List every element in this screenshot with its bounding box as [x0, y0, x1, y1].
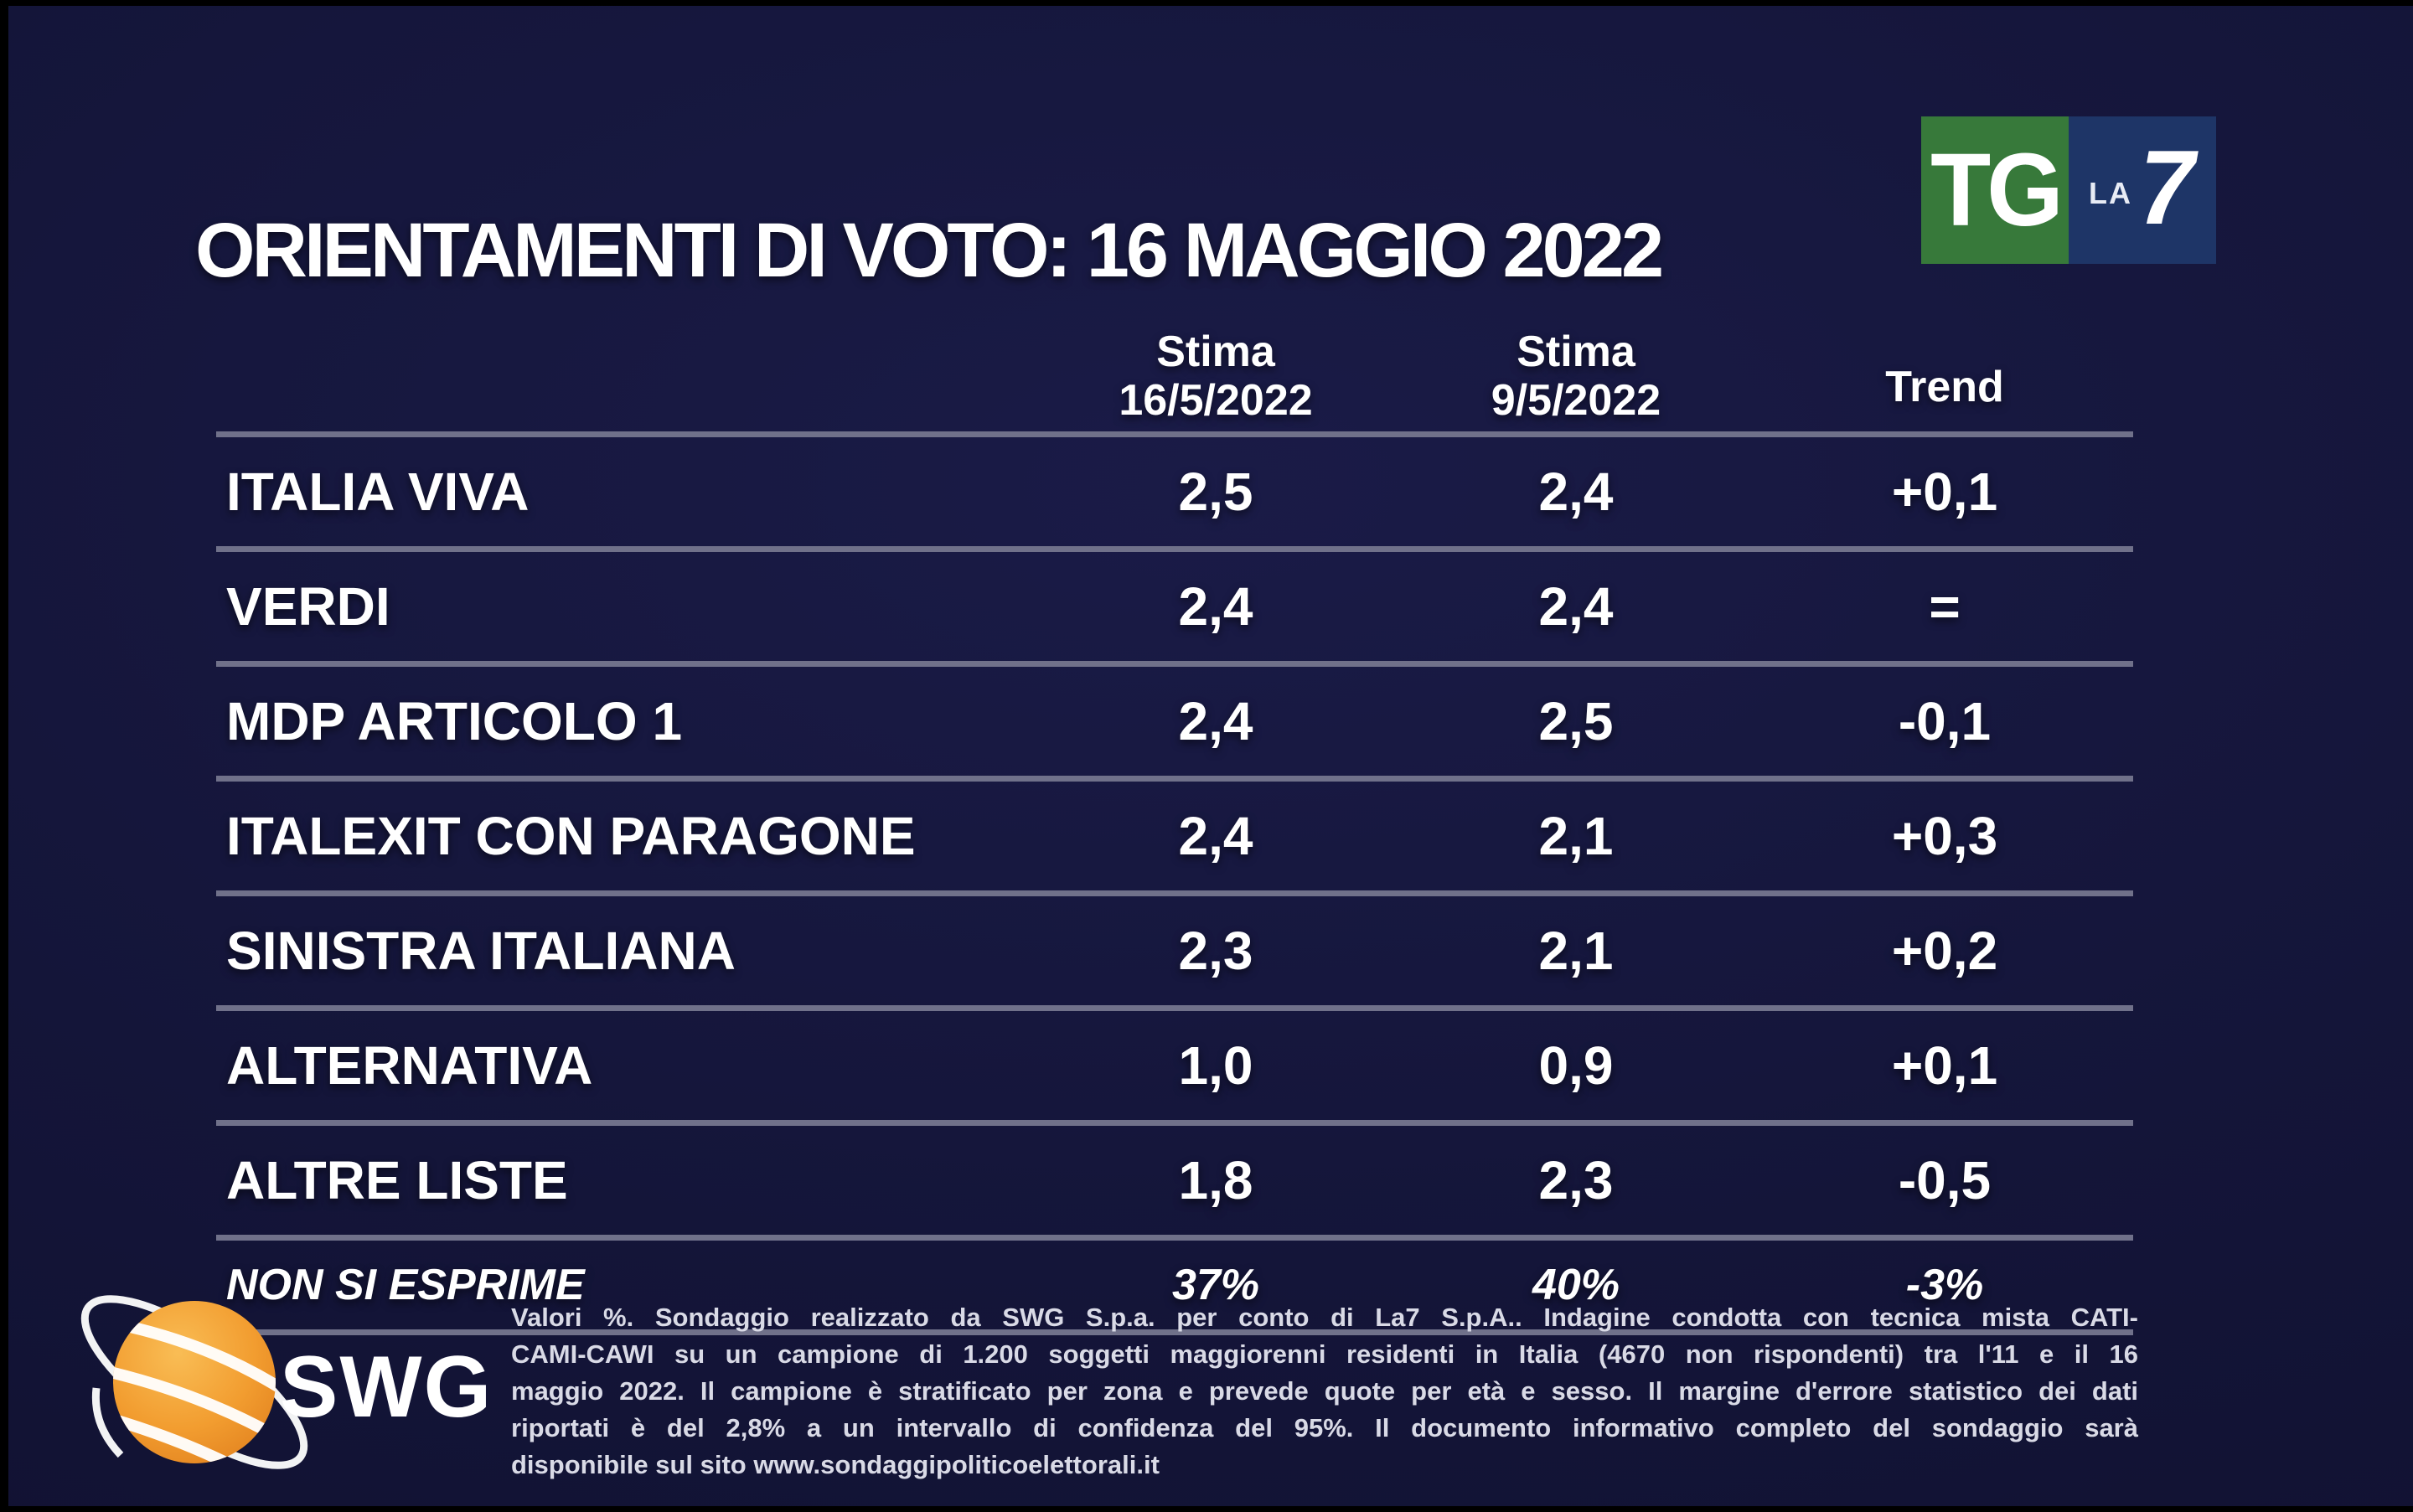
table-row: ALTERNATIVA 1,0 0,9 +0,1	[216, 1011, 2133, 1126]
footnote-line: maggio 2022. Il campione è stratificato …	[511, 1373, 2138, 1410]
footnote-line: disponibile sul sito www.sondaggipolitic…	[511, 1447, 2138, 1484]
party-name: MDP ARTICOLO 1	[216, 690, 1036, 752]
stima-old-value: 0,9	[1396, 1035, 1756, 1097]
stima-new-value: 1,8	[1036, 1149, 1396, 1211]
la7-logo-seven-text: 7	[2127, 126, 2208, 248]
broadcast-graphic-background: ORIENTAMENTI DI VOTO: 16 MAGGIO 2022 TG …	[8, 6, 2413, 1506]
header-stima-9-5-2022: Stima 9/5/2022	[1396, 328, 1756, 425]
methodology-footnote: Valori %. Sondaggio realizzato da SWG S.…	[511, 1299, 2138, 1484]
trend-value: +0,3	[1756, 805, 2133, 867]
trend-value: +0,2	[1756, 920, 2133, 982]
stima-old-value: 2,1	[1396, 920, 1756, 982]
table-row: ALTRE LISTE 1,8 2,3 -0,5	[216, 1126, 2133, 1241]
swg-logo: SWG	[69, 1261, 513, 1512]
la7-logo-la-text: LA	[2089, 176, 2132, 211]
stima-new-value: 2,4	[1036, 575, 1396, 637]
party-name: ITALIA VIVA	[216, 461, 1036, 523]
stima-new-value: 2,5	[1036, 461, 1396, 523]
stima-old-value: 2,1	[1396, 805, 1756, 867]
trend-value: -0,1	[1756, 690, 2133, 752]
tgla7-logo: TG LA 7	[1921, 116, 2216, 264]
swg-logo-text: SWG	[280, 1339, 493, 1436]
stima-old-value: 2,4	[1396, 575, 1756, 637]
table-row: ITALIA VIVA 2,5 2,4 +0,1	[216, 437, 2133, 552]
tg-logo-text: TG	[1930, 131, 2059, 250]
poll-table: Stima 16/5/2022 Stima 9/5/2022 Trend ITA…	[216, 304, 2133, 1335]
stima-old-value: 2,4	[1396, 461, 1756, 523]
party-name: VERDI	[216, 575, 1036, 637]
trend-value: +0,1	[1756, 1035, 2133, 1097]
header-trend: Trend	[1756, 363, 2133, 425]
table-row: SINISTRA ITALIANA 2,3 2,1 +0,2	[216, 896, 2133, 1011]
footnote-line: Valori %. Sondaggio realizzato da SWG S.…	[511, 1299, 2138, 1336]
party-name: ALTRE LISTE	[216, 1149, 1036, 1211]
table-row: MDP ARTICOLO 1 2,4 2,5 -0,1	[216, 667, 2133, 782]
party-name: SINISTRA ITALIANA	[216, 920, 1036, 982]
party-name: ITALEXIT CON PARAGONE	[216, 805, 1036, 867]
stima-new-value: 2,3	[1036, 920, 1396, 982]
trend-value: +0,1	[1756, 461, 2133, 523]
page-title: ORIENTAMENTI DI VOTO: 16 MAGGIO 2022	[195, 207, 1661, 295]
table-row: ITALEXIT CON PARAGONE 2,4 2,1 +0,3	[216, 782, 2133, 896]
footnote-line: riportati è del 2,8% a un intervallo di …	[511, 1410, 2138, 1447]
stima-old-value: 2,3	[1396, 1149, 1756, 1211]
footnote-line: CAMI-CAWI su un campione di 1.200 sogget…	[511, 1336, 2138, 1373]
la7-logo-blue-box: LA 7	[2069, 116, 2216, 264]
trend-value: -0,5	[1756, 1149, 2133, 1211]
table-row: VERDI 2,4 2,4 =	[216, 552, 2133, 667]
stima-new-value: 2,4	[1036, 805, 1396, 867]
trend-value: =	[1756, 575, 2133, 637]
stima-new-value: 2,4	[1036, 690, 1396, 752]
tg-logo-green-box: TG	[1921, 116, 2069, 264]
stima-new-value: 1,0	[1036, 1035, 1396, 1097]
party-name: ALTERNATIVA	[216, 1035, 1036, 1097]
header-stima-16-5-2022: Stima 16/5/2022	[1036, 328, 1396, 425]
stima-old-value: 2,5	[1396, 690, 1756, 752]
table-header-row: Stima 16/5/2022 Stima 9/5/2022 Trend	[216, 304, 2133, 437]
